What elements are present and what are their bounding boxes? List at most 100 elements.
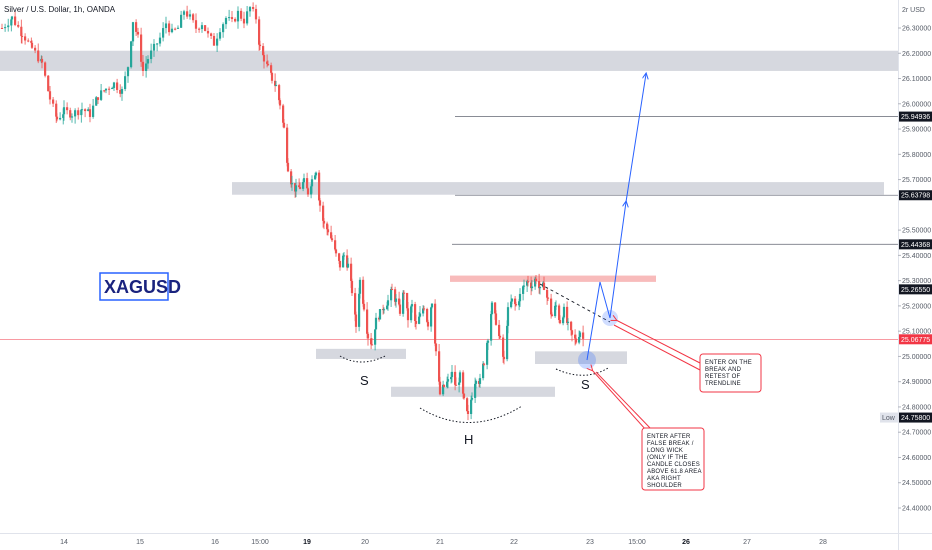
y-tick-label: 24.90000 <box>902 379 931 386</box>
candle-body <box>156 43 159 45</box>
candle-body <box>426 321 430 327</box>
candle-body <box>145 63 148 71</box>
candle-body <box>80 109 84 111</box>
candle-body <box>574 334 577 339</box>
candle-body <box>534 278 537 287</box>
callout-arrow-1 <box>616 320 701 364</box>
x-tick-label: 14 <box>60 539 68 546</box>
candle-body <box>294 185 298 192</box>
candle-body <box>70 116 74 118</box>
price-tag-value: 25.63798 <box>901 193 930 200</box>
candle-body <box>10 19 13 26</box>
price-tag-box <box>899 412 932 423</box>
candle-body <box>24 36 27 41</box>
candle-body <box>410 306 413 321</box>
candle-body <box>414 321 418 324</box>
projection-arrow-2 <box>625 74 646 203</box>
candle-body <box>418 313 422 317</box>
candle-body <box>84 109 87 112</box>
candle-body <box>262 46 265 56</box>
time-axis[interactable]: 14 15 16 15:00 19 20 21 22 23 15:00 26 27 28 <box>60 539 827 546</box>
candle-body <box>550 298 553 315</box>
callout-arrow-1b <box>613 324 701 371</box>
candle-body <box>342 255 345 268</box>
candles-layer <box>0 2 585 421</box>
candle-body <box>246 11 249 24</box>
price-tag-box <box>899 239 932 250</box>
x-tick-label: 15:00 <box>628 539 646 546</box>
candle-body <box>302 182 305 189</box>
candle-body <box>510 298 514 302</box>
svg-text:FALSE BREAK /: FALSE BREAK / <box>647 441 694 447</box>
x-tick-label: 15:00 <box>251 539 269 546</box>
candle-body <box>180 14 183 28</box>
candle-body <box>103 90 106 92</box>
candle-body <box>486 342 489 365</box>
candle-body <box>434 343 438 352</box>
candle-body <box>442 384 445 395</box>
candle-body <box>366 333 370 339</box>
candle-body <box>546 289 549 298</box>
candle-body <box>366 309 369 334</box>
candle-body <box>282 122 286 128</box>
candle-body <box>558 319 562 324</box>
candle-body <box>534 278 538 282</box>
candle-body <box>474 383 477 398</box>
candle-body <box>582 332 585 339</box>
candle-body <box>224 17 228 25</box>
candle-body <box>34 47 37 51</box>
price-axis[interactable]: 26.30000 26.20000 26.10000 26.00000 25.90000… <box>898 26 931 513</box>
candle-body <box>398 298 401 305</box>
candle-body <box>188 14 192 17</box>
callout-arrow-2 <box>592 370 647 431</box>
candle-body <box>104 88 108 91</box>
candle-body <box>278 100 282 106</box>
candle-body <box>146 59 150 64</box>
candle-body <box>394 298 398 302</box>
y-tick-label: 25.00000 <box>902 354 931 361</box>
candle-body <box>92 105 95 117</box>
candle-body <box>454 384 458 386</box>
candle-body <box>174 28 177 30</box>
candle-body <box>466 398 469 411</box>
candle-body <box>374 317 378 330</box>
candle-body <box>150 50 153 60</box>
candle-body <box>570 330 574 335</box>
zone-0 <box>0 50 898 71</box>
candle-body <box>526 281 530 283</box>
candle-body <box>338 260 342 268</box>
candle-body <box>498 336 502 338</box>
candle-body <box>566 306 569 323</box>
candle-body <box>394 289 397 302</box>
candle-body <box>111 87 114 90</box>
candle-body <box>526 281 529 286</box>
zone-1 <box>232 182 884 195</box>
candle-body <box>234 19 237 22</box>
candle-body <box>426 309 429 322</box>
candle-body <box>270 65 273 73</box>
zone-5 <box>391 386 555 397</box>
candle-body <box>182 11 186 15</box>
candle-body <box>538 286 542 289</box>
candle-body <box>62 107 66 115</box>
candle-body <box>162 28 165 38</box>
candle-body <box>538 281 541 289</box>
candle-body <box>518 301 521 306</box>
candle-body <box>422 308 425 314</box>
candle-body <box>470 399 473 415</box>
candle-body <box>438 351 441 382</box>
price-tag-value: 24.75800 <box>901 415 930 422</box>
x-tick-label: 15 <box>136 539 144 546</box>
candle-body <box>506 325 509 360</box>
candle-body <box>37 50 40 62</box>
candle-body <box>40 58 44 63</box>
candle-body <box>48 91 52 100</box>
plot-area[interactable] <box>0 0 898 533</box>
candle-body <box>152 43 156 51</box>
x-tick-label: 19 <box>303 539 311 546</box>
candle-body <box>390 289 394 291</box>
svg-text:ABOVE 61.8 AREA: ABOVE 61.8 AREA <box>647 469 702 475</box>
candle-body <box>136 31 140 35</box>
y-tick-label: 26.20000 <box>902 51 931 58</box>
